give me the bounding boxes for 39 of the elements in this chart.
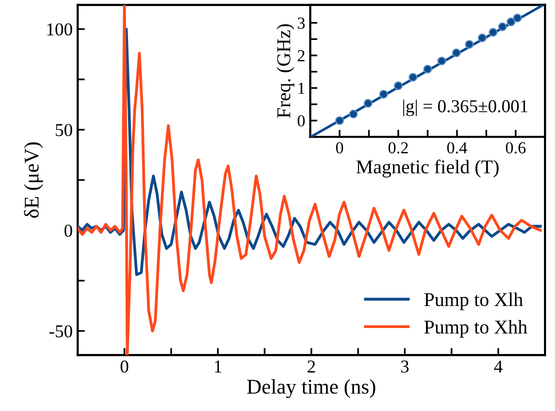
x-tick-label: 3 [401,360,409,373]
y-tick-label: 0 [64,224,72,237]
point [408,72,418,82]
y-axis-title: δE (μeV) [24,142,43,218]
legend-label: Pump to Xhh [424,320,528,338]
y-axis-title: Freq. (GHz) [276,24,294,118]
point [349,110,358,118]
annotation: |g| = 0.365±0.001 [403,100,528,116]
x-tick-label: 2 [308,360,315,372]
point [335,116,344,125]
point [379,90,388,99]
x-tick-label: 0.4 [447,142,468,154]
y-tick-label: 0 [298,115,305,127]
point [498,22,507,32]
point [394,81,403,90]
point [506,17,516,26]
y-tick-label: -50 [49,325,72,338]
x-axis-title: Delay time (ns) [247,379,376,398]
point [423,64,432,74]
x-tick-label: 0.2 [388,142,408,154]
x-tick-label: 0 [336,142,344,154]
x-tick-label: 0 [120,360,128,373]
point [452,48,461,58]
x-tick-label: 0.6 [506,142,526,154]
y-tick-label: 1 [298,82,304,94]
y-tick-label: 3 [298,18,305,29]
point [488,28,498,37]
point [364,98,372,108]
y-tick-label: 2 [298,50,304,62]
point [437,56,446,66]
y-tick-label: 100 [47,23,72,36]
point [513,14,522,22]
x-tick-label: 4 [494,360,503,372]
legend-label: Pump to Xlh [424,292,523,310]
point [478,33,487,42]
y-tick-label: 50 [56,124,72,136]
point [464,40,474,49]
x-tick-label: 1 [214,360,222,372]
x-axis-title: Magnetic field (T) [356,160,499,178]
